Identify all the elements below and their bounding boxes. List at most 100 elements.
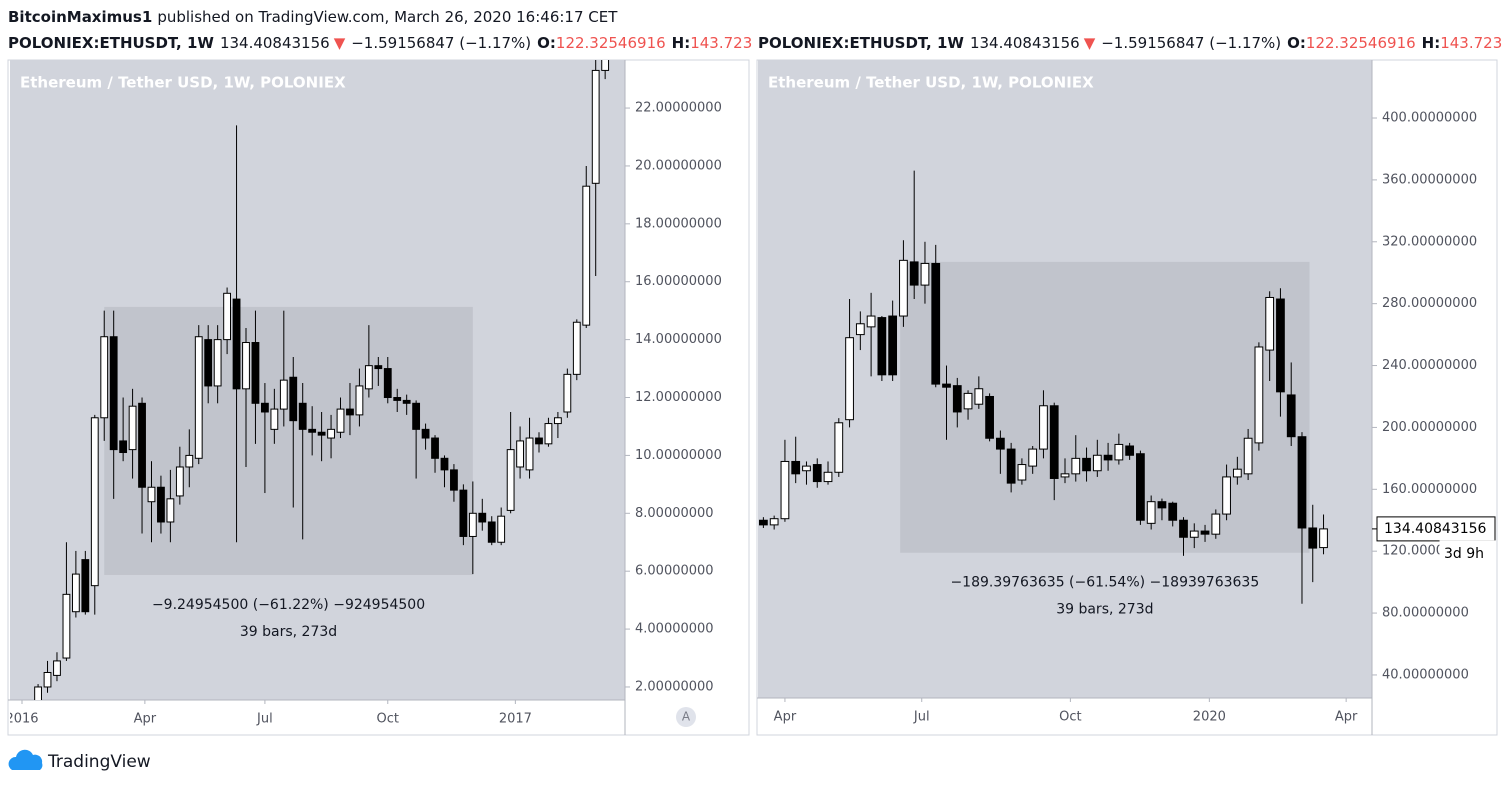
- candle-body: [1146, 501, 1156, 524]
- candle-body: [166, 498, 175, 523]
- candle-body: [563, 373, 572, 413]
- scale-button-label[interactable]: A: [682, 710, 691, 724]
- y-tick-label: 280.00000000: [1382, 296, 1477, 311]
- y-tick-label: 200.00000000: [1382, 420, 1477, 435]
- plot-area: [34, 60, 610, 700]
- candle-body: [279, 379, 288, 410]
- candle-body: [109, 336, 118, 451]
- candle-body: [855, 323, 865, 336]
- y-tick-label: 160.00000000: [1382, 482, 1477, 497]
- candle-body: [1189, 530, 1199, 538]
- author: BitcoinMaximus1: [8, 8, 152, 26]
- y-tick-label: 360.00000000: [1382, 172, 1477, 187]
- candle-body: [1222, 476, 1231, 515]
- y-tick-label: 22.00000000: [635, 101, 722, 116]
- open-label: O:: [537, 34, 556, 52]
- candle-body: [1319, 528, 1328, 549]
- arrow: ▼: [334, 34, 346, 52]
- candle-body: [346, 408, 354, 416]
- logo: TradingView: [8, 749, 151, 772]
- change: −1.59156847 (−1.17%): [1101, 34, 1281, 52]
- candle-body: [802, 465, 811, 472]
- candle-body: [431, 437, 439, 459]
- candle-body: [393, 397, 402, 401]
- candle-body: [845, 337, 854, 421]
- candle-body: [34, 686, 42, 700]
- open: 122.32546916: [556, 34, 666, 52]
- candle-body: [1297, 436, 1307, 529]
- y-tick-label: 4.00000000: [635, 622, 714, 637]
- candle-body: [1092, 454, 1102, 472]
- candle-body: [866, 315, 876, 328]
- y-tick-label: 14.00000000: [635, 332, 722, 347]
- candle-body: [364, 365, 373, 390]
- candle-body: [487, 521, 496, 543]
- change: −1.59156847 (−1.17%): [351, 34, 531, 52]
- candle-body: [877, 317, 887, 376]
- x-tick-label: Jul: [256, 712, 273, 727]
- chart-panel: Ethereum / Tether USD, 1W, POLONIEX −9.24…: [5, 59, 750, 736]
- range-annotation: 39 bars, 273d: [1056, 602, 1153, 618]
- candle-body: [1114, 443, 1124, 461]
- candle-body: [899, 259, 908, 317]
- candle-body: [995, 437, 1005, 450]
- candle-body: [963, 392, 973, 410]
- candle-body: [920, 262, 930, 286]
- y-tick-label: 16.00000000: [635, 274, 722, 289]
- candle-body: [204, 339, 213, 387]
- high-label: H:: [672, 34, 691, 52]
- candle-body: [1103, 454, 1113, 461]
- candle-body: [289, 376, 298, 422]
- candle-body: [1028, 448, 1038, 467]
- high: 143.723: [1440, 34, 1502, 52]
- candle-body: [478, 512, 487, 523]
- candle-body: [1232, 468, 1242, 478]
- candle-body: [1168, 502, 1178, 521]
- x-tick-label: Apr: [1335, 710, 1358, 725]
- symbol-line: POLONIEX:ETHUSDT, 1W 134.40843156 ▼ −1.5915…: [8, 34, 752, 52]
- candle-body: [62, 593, 71, 659]
- candle-body: [308, 428, 317, 433]
- y-tick-label: 240.00000000: [1382, 358, 1477, 373]
- candle-body: [157, 486, 165, 523]
- x-tick-label: 2017: [499, 712, 532, 727]
- y-tick-label: 2.00000000: [635, 679, 714, 694]
- candle-body: [601, 60, 610, 71]
- x-tick-label: 2020: [1193, 710, 1226, 725]
- last: 134.40843156: [220, 34, 330, 52]
- candle-body: [1049, 405, 1059, 479]
- candle-body: [119, 440, 128, 454]
- candle-body: [1200, 530, 1210, 535]
- published: published on TradingView.com, March 26, …: [157, 8, 618, 26]
- candle-body: [128, 405, 137, 451]
- countdown-box: [1439, 540, 1496, 566]
- candle-body: [525, 437, 534, 471]
- candle-body: [888, 315, 898, 376]
- x-tick-label: 2016: [5, 712, 38, 727]
- candle-body: [81, 559, 90, 613]
- price-label-box: [1376, 516, 1496, 542]
- candle-body: [1136, 453, 1145, 521]
- candle-body: [1060, 473, 1070, 478]
- y-tick-label: 8.00000000: [635, 506, 714, 521]
- candle-body: [572, 321, 581, 375]
- candle-body: [336, 408, 345, 433]
- publish-line: BitcoinMaximus1 published on TradingView.…: [8, 8, 618, 26]
- scale-button[interactable]: [676, 707, 696, 727]
- candle-body: [232, 298, 241, 390]
- candle-body: [298, 402, 307, 430]
- x-tick-label: Apr: [134, 712, 157, 727]
- x-tick-label: Apr: [774, 710, 797, 725]
- range-annotation: −9.24954500 (−61.22%) −924954500: [152, 597, 425, 613]
- chart-title: Ethereum / Tether USD, 1W, POLONIEX: [20, 74, 346, 92]
- candle-body: [1082, 457, 1091, 472]
- candle-body: [952, 385, 962, 413]
- price-label: 134.40843156: [1384, 521, 1487, 537]
- candle-body: [440, 457, 449, 471]
- candle-body: [974, 388, 984, 405]
- candle-body: [213, 339, 222, 387]
- x-tick-label: Oct: [1059, 710, 1081, 725]
- candle-body: [412, 402, 421, 430]
- candle-body: [468, 512, 477, 537]
